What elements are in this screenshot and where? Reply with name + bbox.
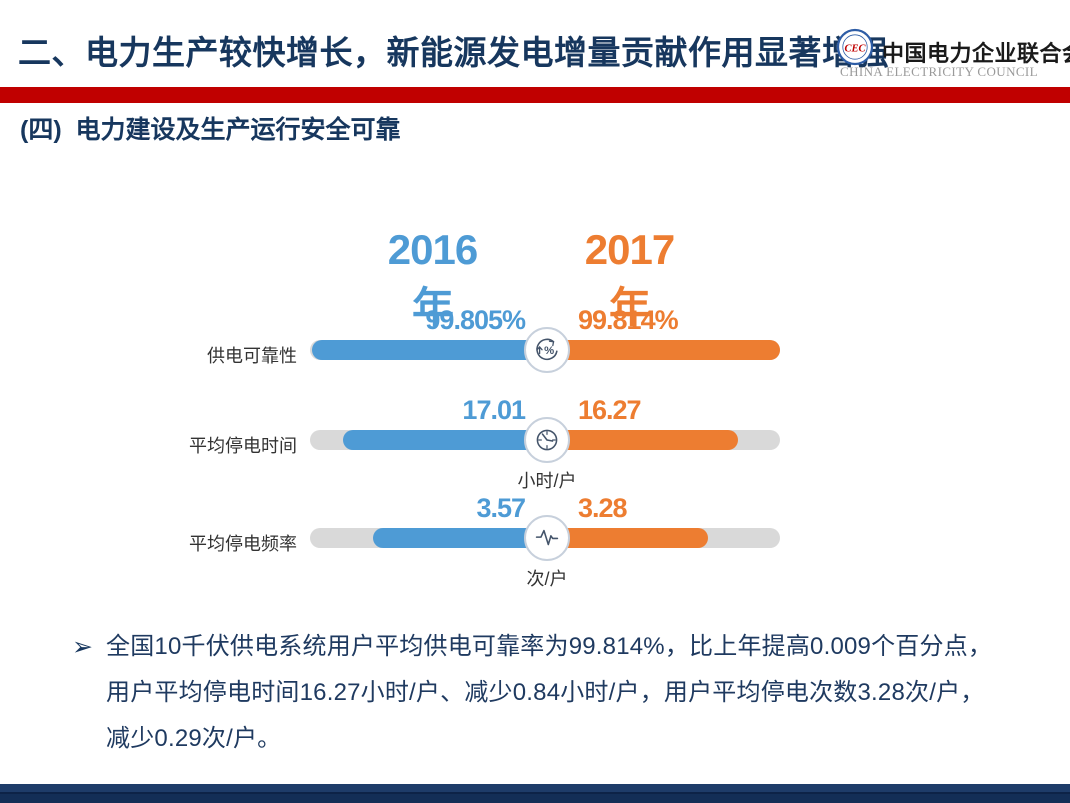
chart-row-reliability: 供电可靠性 99.805% 99.814% % — [0, 305, 1070, 401]
footer-bar — [0, 784, 1070, 803]
summary-paragraph: ➢ 全国10千伏供电系统用户平均供电可靠率为99.814%，比上年提高0.009… — [72, 624, 1032, 762]
row-label: 平均停电时间 — [189, 436, 297, 456]
value-2016: 3.57 — [476, 493, 526, 523]
value-2017: 99.814% — [578, 305, 679, 335]
row-label: 平均停电频率 — [189, 534, 297, 554]
value-2017: 3.28 — [578, 493, 628, 523]
chart-row-outage-frequency: 平均停电频率 3.57 3.28 次/户 — [0, 493, 1070, 589]
logo-name-en: CHINA ELECTRICITY COUNCIL — [840, 64, 1039, 79]
value-2017: 16.27 — [578, 395, 642, 425]
logo-name-cn: 中国电力企业联合会 — [882, 41, 1070, 66]
svg-text:CEC: CEC — [844, 44, 866, 55]
legend-year-2017: 2017年 — [584, 226, 675, 331]
section-title: (四) 电力建设及生产运行安全可靠 — [20, 116, 401, 144]
page-title: 二、电力生产较快增长，新能源发电增量贡献作用显著增强 — [18, 34, 889, 71]
cec-emblem-icon: CEC — [836, 28, 874, 66]
percent-cycle-icon: % — [524, 327, 570, 373]
summary-line-3: 减少0.29次/户。 — [106, 725, 282, 752]
summary-line-2: 用户平均停电时间16.27小时/户、减少0.84小时/户，用户平均停电次数3.2… — [106, 679, 985, 706]
unit-label: 次/户 — [526, 569, 568, 589]
bar-2016 — [311, 340, 550, 360]
clock-icon — [524, 417, 570, 463]
red-divider-bar — [0, 87, 1070, 103]
value-2016: 17.01 — [462, 395, 526, 425]
svg-text:%: % — [544, 345, 554, 357]
legend-year-2016: 2016年 — [387, 226, 478, 331]
cec-logo: CEC 中国电力企业联合会 CHINA ELECTRICITY COUNCIL — [836, 20, 1070, 82]
bar-2017 — [544, 528, 709, 548]
pulse-icon — [524, 515, 570, 561]
bar-2017 — [544, 340, 780, 360]
summary-line-1: 全国10千伏供电系统用户平均供电可靠率为99.814%，比上年提高0.009个百… — [106, 633, 993, 660]
row-label: 供电可靠性 — [207, 346, 297, 366]
unit-label: 小时/户 — [517, 471, 577, 491]
value-2016: 99.805% — [425, 305, 526, 335]
bar-2016 — [372, 528, 550, 548]
summary-text: 全国10千伏供电系统用户平均供电可靠率为99.814%，比上年提高0.009个百… — [106, 624, 1032, 762]
bar-2016 — [342, 430, 550, 450]
chart-row-outage-hours: 平均停电时间 17.01 16.27 小时/户 — [0, 395, 1070, 491]
bar-2017 — [544, 430, 738, 450]
bullet-marker: ➢ — [72, 633, 93, 661]
